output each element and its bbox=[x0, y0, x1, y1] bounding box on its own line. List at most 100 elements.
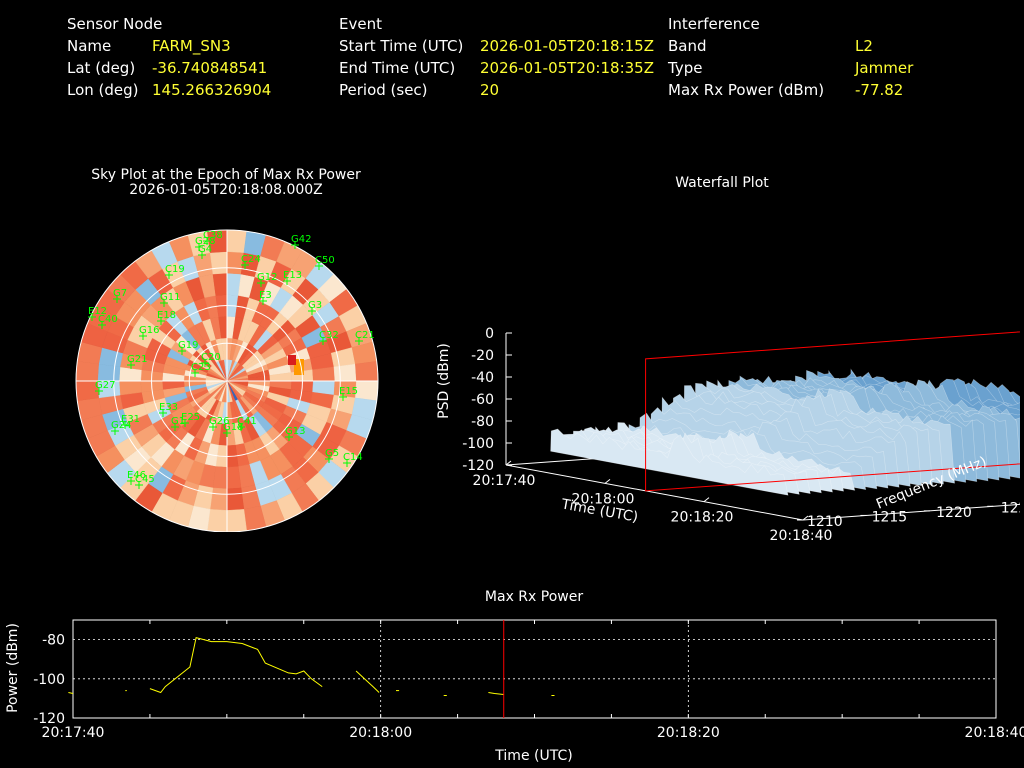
satellite-label: E31 bbox=[121, 414, 140, 425]
satellite-label: C45 bbox=[135, 474, 155, 485]
event-row-end: End Time (UTC) 2026-01-05T20:18:35Z bbox=[339, 57, 654, 79]
satellite-label: C21 bbox=[355, 330, 375, 341]
satellite-label: E13 bbox=[283, 270, 302, 281]
sky-cell bbox=[355, 380, 379, 401]
sky-plot-subtitle: 2026-01-05T20:18:08.000Z bbox=[129, 182, 323, 198]
time-tick-label: 20:17:40 bbox=[473, 473, 536, 489]
sensor-row-name: Name FARM_SN3 bbox=[67, 35, 231, 57]
sky-hotspot bbox=[288, 355, 296, 365]
event-block: Event Start Time (UTC) 2026-01-05T20:18:… bbox=[339, 13, 654, 101]
psd-tick-label: -80 bbox=[471, 414, 494, 430]
interference-heading: Interference bbox=[668, 15, 760, 33]
power-chart-ylabel: Power (dBm) bbox=[5, 623, 21, 713]
waterfall-zlabel: PSD (dBm) bbox=[436, 343, 452, 419]
surface-strip bbox=[550, 428, 789, 496]
time-tick-label: 20:18:00 bbox=[572, 491, 635, 507]
satellite-label: C23 bbox=[191, 362, 211, 373]
time-tick bbox=[703, 497, 710, 503]
event-period-value: 20 bbox=[480, 81, 500, 99]
sensor-name-label: Name bbox=[67, 37, 112, 55]
satellite-label: G21 bbox=[127, 354, 147, 365]
satellite-label: C19 bbox=[165, 264, 185, 275]
interference-row-band: Band L2 bbox=[668, 35, 873, 57]
satellite-label: E46 bbox=[127, 470, 146, 481]
sensor-row-lat: Lat (deg) -36.740848541 bbox=[67, 57, 267, 79]
sensor-node-heading: Sensor Node bbox=[67, 15, 163, 33]
interference-power-value: -77.82 bbox=[855, 81, 904, 99]
time-tick bbox=[505, 460, 512, 466]
sky-cell bbox=[226, 229, 247, 253]
sky-cell bbox=[75, 361, 99, 382]
sky-hotspot bbox=[294, 359, 304, 375]
interference-block: Interference Band L2 Type Jammer Max Rx … bbox=[668, 13, 913, 101]
sky-cell bbox=[226, 509, 247, 532]
satellite-label: E15 bbox=[339, 386, 358, 397]
interference-type-value: Jammer bbox=[855, 59, 914, 77]
psd-tick-label: -120 bbox=[462, 458, 494, 474]
satellite-label: G4 bbox=[198, 244, 212, 255]
satellite-label: G1 bbox=[171, 416, 185, 427]
sky-cell bbox=[333, 363, 357, 382]
interference-band-value: L2 bbox=[855, 37, 873, 55]
sky-cell bbox=[355, 361, 379, 382]
waterfall-title: Waterfall Plot bbox=[675, 175, 769, 191]
time-tick-label: 20:18:20 bbox=[671, 510, 734, 526]
power-y-tick-label: -100 bbox=[33, 672, 65, 688]
psd-tick-label: -60 bbox=[471, 392, 494, 408]
interference-row-type: Type Jammer bbox=[668, 57, 913, 79]
time-tick bbox=[604, 478, 611, 484]
event-row-period: Period (sec) 20 bbox=[339, 79, 499, 101]
satellite-label: C41 bbox=[237, 416, 257, 427]
sky-grid bbox=[75, 229, 379, 532]
interference-power-label: Max Rx Power (dBm) bbox=[668, 81, 825, 99]
satellite-label: C32 bbox=[319, 330, 339, 341]
satellite-label: G42 bbox=[291, 234, 311, 245]
psd-tick-label: -100 bbox=[462, 436, 494, 452]
sensor-lon-label: Lon (deg) bbox=[67, 81, 139, 99]
freq-tick-label: 1220 bbox=[936, 505, 972, 521]
sky-cell bbox=[226, 487, 245, 511]
satellite-label: E25 bbox=[181, 412, 200, 423]
waterfall-plot: Waterfall Plot 0-20-40-60-80-100-12020:1… bbox=[436, 175, 1020, 544]
power-chart-xlabel: Time (UTC) bbox=[494, 748, 572, 764]
sensor-node-block: Sensor Node Name FARM_SN3 Lat (deg) -36.… bbox=[67, 13, 271, 101]
power-chart-title: Max Rx Power bbox=[485, 589, 583, 605]
waterfall-time-axis bbox=[505, 464, 804, 521]
psd-tick-label: -40 bbox=[471, 370, 494, 386]
satellite-label: G5 bbox=[325, 448, 339, 459]
satellite-label: G26 bbox=[209, 416, 229, 427]
event-period-label: Period (sec) bbox=[339, 81, 428, 99]
event-start-value: 2026-01-05T20:18:15Z bbox=[480, 37, 654, 55]
sensor-lat-label: Lat (deg) bbox=[67, 59, 136, 77]
interference-type-label: Type bbox=[668, 59, 703, 77]
sensor-row-lon: Lon (deg) 145.266326904 bbox=[67, 79, 271, 101]
satellite-label: G12 bbox=[257, 272, 277, 283]
freq-tick-label: 1215 bbox=[872, 509, 908, 525]
interference-row-power: Max Rx Power (dBm) -77.82 bbox=[668, 79, 903, 101]
satellite-label: C20 bbox=[201, 352, 221, 363]
freq-tick-label: 1210 bbox=[807, 514, 843, 530]
power-x-tick-label: 20:17:40 bbox=[42, 725, 105, 741]
power-trace-segment bbox=[488, 692, 504, 695]
power-trace-segment bbox=[355, 670, 380, 693]
event-heading: Event bbox=[339, 15, 382, 33]
power-frame bbox=[72, 619, 997, 719]
satellite-label: G18 bbox=[223, 422, 243, 433]
event-start-label: Start Time (UTC) bbox=[339, 37, 464, 55]
event-end-value: 2026-01-05T20:18:35Z bbox=[480, 59, 654, 77]
satellite-label: C14 bbox=[343, 452, 363, 463]
waterfall-surface bbox=[550, 368, 1020, 496]
satellite-label: G16 bbox=[139, 325, 159, 336]
satellite-label: G11 bbox=[160, 292, 180, 303]
power-x-tick-label: 20:18:40 bbox=[965, 725, 1024, 741]
power-x-tick-label: 20:18:00 bbox=[349, 725, 412, 741]
satellite-label: C40 bbox=[98, 314, 118, 325]
psd-tick-label: -20 bbox=[471, 348, 494, 364]
satellite-label: C38 bbox=[203, 230, 223, 241]
power-trace-segment bbox=[149, 636, 323, 694]
satellite-label: E33 bbox=[159, 402, 178, 413]
